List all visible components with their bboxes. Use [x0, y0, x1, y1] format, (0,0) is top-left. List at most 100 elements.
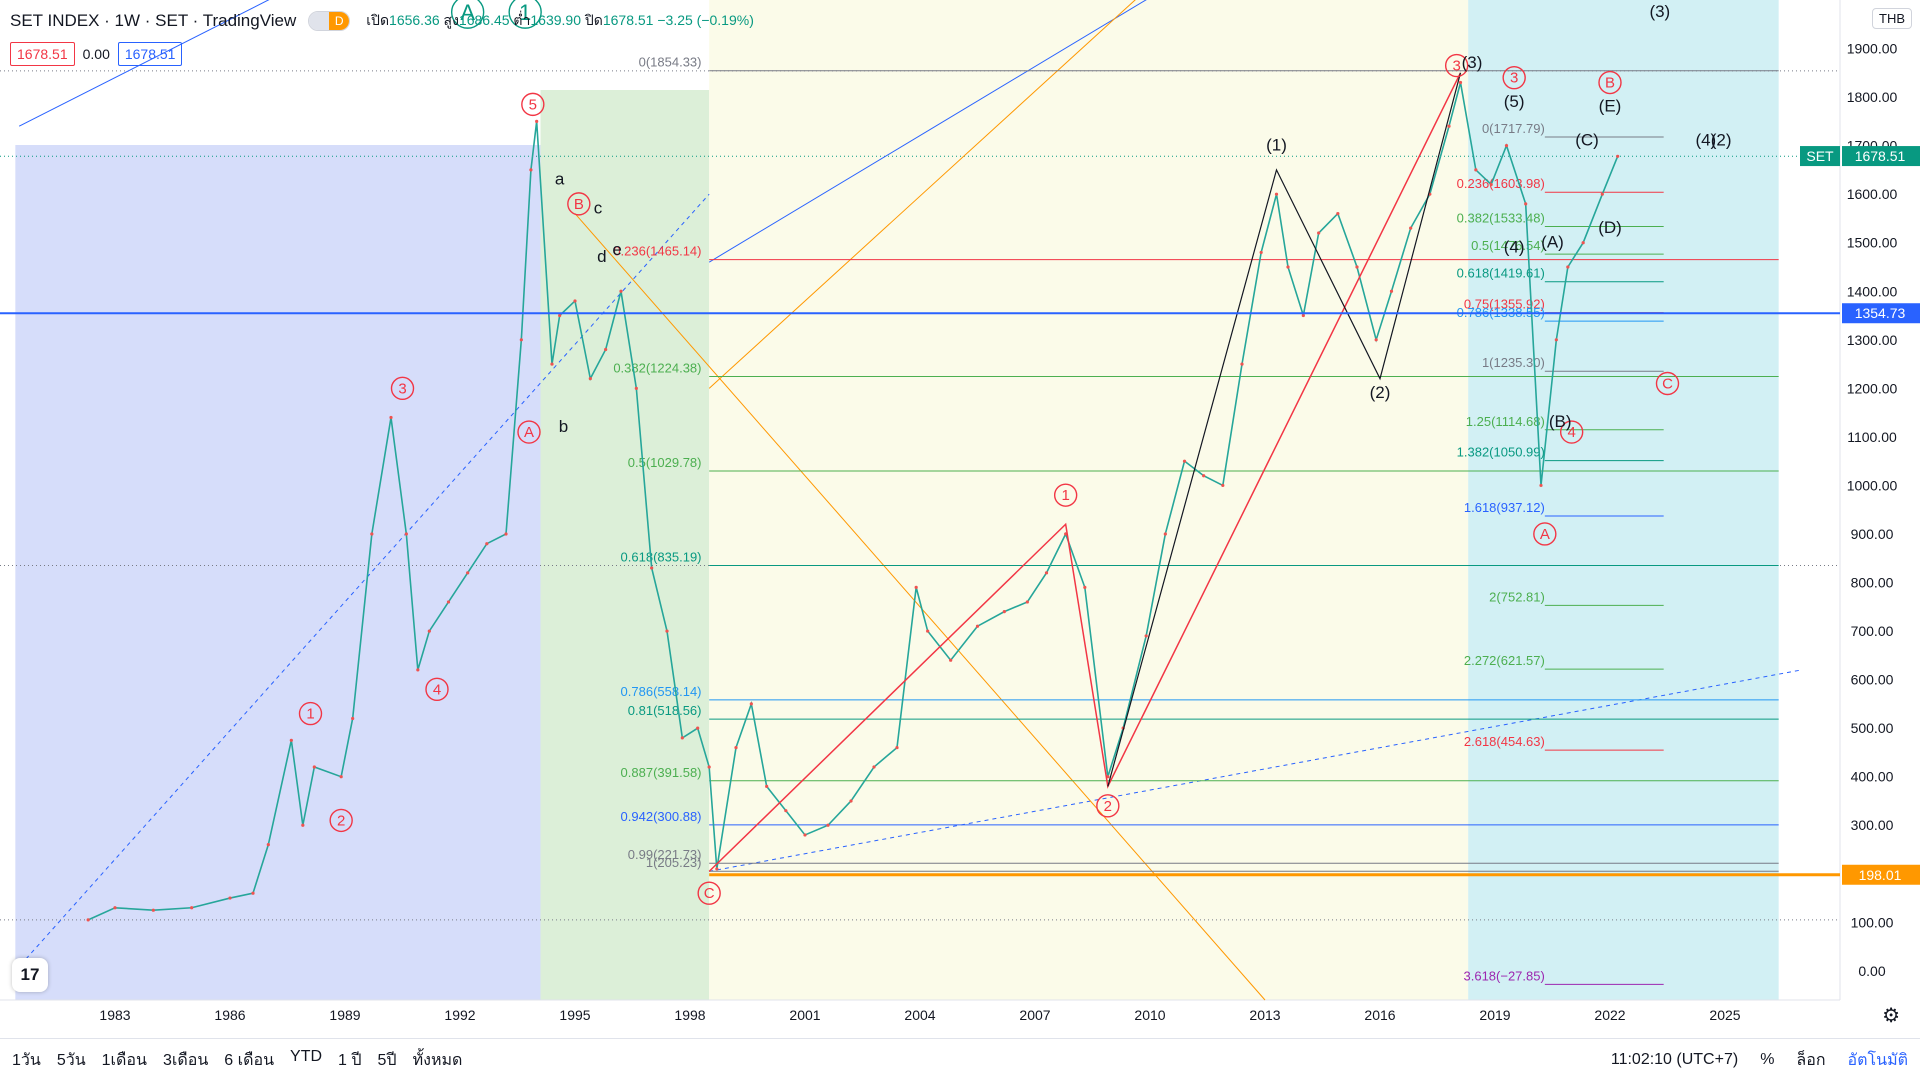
fib-left-label: 0.618(835.19) [621, 549, 702, 564]
circled-wave-label: A [524, 424, 534, 441]
price-point [650, 566, 654, 570]
fib-right-label: 3.618(−27.85) [1464, 968, 1545, 983]
y-tick-label: 1500.00 [1847, 235, 1898, 251]
orange-line [708, 0, 1136, 389]
circled-wave-label: C [704, 885, 715, 902]
price-point [535, 119, 539, 123]
spread-value: 0.00 [82, 46, 110, 62]
price-point [1566, 265, 1570, 269]
price-point [301, 823, 305, 827]
blue-line-tag-bg [1842, 303, 1920, 324]
price-point [558, 313, 562, 318]
price-point [975, 624, 980, 628]
wave-label: (A) [1541, 233, 1564, 252]
price-point [1002, 610, 1006, 614]
delayed-badge: D [329, 12, 350, 30]
price-point [715, 867, 719, 871]
price-point [680, 736, 684, 740]
clock[interactable]: 11:02:10 (UTC+7) [1610, 1051, 1739, 1068]
price-point [1144, 634, 1148, 638]
range-4[interactable]: 6 เดือน [224, 1051, 275, 1069]
price-point [529, 168, 533, 172]
circled-wave-label: 4 [433, 681, 441, 698]
price-point [1301, 313, 1305, 318]
circled-wave-label: B [574, 196, 584, 213]
orange-line-tag: 198.01 [1859, 867, 1902, 883]
price-point [1355, 265, 1359, 269]
price-point [504, 532, 508, 536]
log-toggle[interactable]: ล็อก [1796, 1051, 1826, 1069]
symbol-title[interactable]: SET INDEX · 1W · SET · TradingView [10, 11, 297, 30]
price-point [1524, 202, 1528, 206]
wave-label: a [555, 169, 565, 188]
range-0[interactable]: 1วัน [12, 1051, 41, 1069]
orange-line-tag-bg [1842, 864, 1920, 885]
fib-right-label: 0.236(1603.98) [1457, 176, 1545, 191]
range-6[interactable]: 1 ปี [338, 1051, 362, 1069]
fib-right-label: 0.382(1533.48) [1457, 210, 1545, 225]
circled-wave-label: 3 [1452, 58, 1460, 75]
circled-wave-marker [521, 92, 545, 117]
circled-wave-marker [1655, 371, 1680, 396]
circled-wave-marker [298, 701, 323, 726]
sell-button[interactable]: 1678.51 [10, 42, 75, 66]
circled-wave-marker [425, 677, 449, 702]
price-point [803, 833, 807, 837]
range-2[interactable]: 1เดือน [101, 1051, 147, 1069]
x-tick-label: 2025 [1709, 1007, 1740, 1023]
x-tick-label: 2004 [904, 1007, 935, 1023]
settings-gear-icon[interactable]: ⚙ [1882, 1005, 1900, 1027]
auto-toggle[interactable]: อัตโนมัติ [1847, 1051, 1908, 1069]
wave-label: (1) [1266, 135, 1287, 154]
price-point [1447, 124, 1451, 128]
price-point [826, 823, 830, 827]
wave-label: b [559, 417, 568, 436]
circled-wave-label: 3 [398, 380, 406, 397]
y-tick-label: 1900.00 [1847, 41, 1898, 57]
circled-wave-label: 1 [306, 706, 314, 723]
fib-right-label: 2.618(454.63) [1464, 734, 1545, 749]
price-point [550, 362, 554, 366]
range-3[interactable]: 3เดือน [162, 1051, 209, 1069]
y-tick-label: 700.00 [1851, 623, 1894, 639]
fib-right-label: 0.618(1419.61) [1457, 266, 1545, 281]
wave-label: (C) [1575, 131, 1599, 150]
price-point [707, 765, 711, 769]
currency-select[interactable]: THB [1872, 8, 1912, 29]
price-point [1044, 571, 1049, 575]
y-tick-label: 1800.00 [1847, 89, 1898, 105]
circled-wave-marker [1096, 794, 1120, 818]
price-point [1600, 192, 1604, 196]
range-7[interactable]: 5ปี [377, 1051, 397, 1069]
wave-label: (3) [1649, 2, 1670, 21]
fib-left-label: 0.99(221.73) [628, 847, 702, 862]
wave-label: (E) [1599, 97, 1622, 116]
price-point [765, 784, 769, 789]
x-tick-label: 1995 [559, 1007, 590, 1023]
price-point [1163, 532, 1167, 536]
zone-yellow [709, 0, 1469, 1000]
y-tick-label: 1100.00 [1847, 429, 1897, 445]
y-tick-label: 1000.00 [1847, 477, 1898, 493]
price-point [1409, 226, 1413, 230]
wave-label: (3) [1462, 53, 1483, 72]
wave-red [708, 72, 1462, 872]
y-tick-label: 1400.00 [1847, 283, 1898, 299]
price-point [190, 906, 194, 910]
range-1[interactable]: 5วัน [56, 1051, 86, 1069]
price-point [872, 765, 876, 769]
range-5[interactable]: YTD [290, 1047, 323, 1065]
price-point [1504, 144, 1509, 148]
trade-row: 1678.51 0.00 1678.51 [10, 42, 183, 66]
range-8[interactable]: ทั้งหมด [412, 1051, 463, 1069]
percent-toggle[interactable]: % [1760, 1051, 1775, 1068]
price-point [1389, 289, 1394, 293]
tradingview-logo-icon[interactable]: 17 [12, 958, 48, 992]
price-point [749, 702, 753, 706]
orange-line [574, 213, 1266, 1001]
buy-button[interactable]: 1678.51 [117, 42, 183, 66]
fib-left-label: 0(1854.33) [639, 55, 702, 70]
x-tick-label: 1992 [444, 1007, 475, 1023]
x-tick-label: 2016 [1364, 1007, 1395, 1023]
